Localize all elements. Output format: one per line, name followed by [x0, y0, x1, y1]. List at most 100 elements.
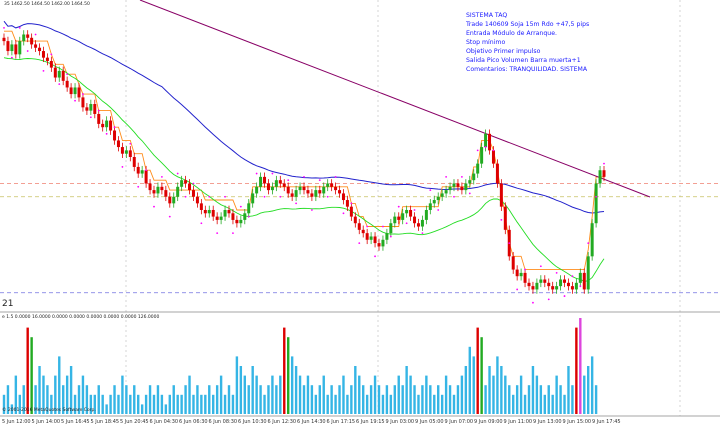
candle: [278, 180, 282, 184]
volume-bar: [180, 394, 183, 414]
volume-bar: [377, 385, 381, 414]
candle: [113, 130, 117, 141]
psar-dot: [555, 271, 558, 274]
copyright: © 2001-2016 MetaQuotes Software Corp.: [2, 406, 96, 413]
volume-bar: [243, 375, 246, 414]
volume-bar: [34, 385, 37, 414]
volume-bar: [287, 337, 290, 414]
candle: [381, 239, 385, 247]
time-label: 5 Jun 20:45: [120, 419, 149, 425]
psar-dot: [342, 212, 345, 215]
candle: [219, 216, 223, 220]
psar-dot: [603, 162, 605, 165]
volume-bar: [184, 385, 187, 414]
candle: [227, 209, 231, 214]
psar-dot: [113, 126, 116, 129]
psar-dot: [287, 179, 290, 182]
volume-bar: [54, 375, 57, 414]
time-axis: 5 Jun 12:00 5 Jun 14:00 5 Jun 16:45 5 Jun 1…: [2, 419, 621, 425]
candle: [468, 180, 472, 184]
candle: [338, 190, 342, 194]
candle: [286, 186, 290, 194]
psar-dot: [121, 166, 124, 168]
psar-dot: [50, 53, 53, 56]
candle: [393, 216, 397, 224]
candle: [160, 186, 164, 191]
volume-bar: [10, 404, 14, 414]
candle: [172, 196, 176, 204]
candle: [152, 190, 156, 194]
psar-dot: [97, 109, 100, 112]
candle: [298, 186, 302, 191]
psar-dot: [34, 33, 37, 36]
candle: [128, 150, 132, 157]
candle: [590, 223, 594, 257]
volume-bar: [563, 394, 566, 414]
volume-bar: [484, 385, 487, 414]
volume-bar: [18, 394, 21, 414]
volume-bar: [2, 394, 6, 414]
volume-bar: [583, 375, 586, 414]
psar-dot: [366, 225, 369, 228]
candle: [274, 180, 278, 187]
candle: [586, 256, 590, 290]
psar-dot: [429, 189, 432, 192]
psar-dot: [571, 275, 574, 278]
psar-dot: [484, 146, 487, 148]
candle: [223, 209, 227, 217]
volume-bar: [350, 385, 353, 414]
psar-dot: [405, 222, 408, 225]
candle: [290, 193, 294, 197]
volume-bar: [58, 356, 61, 414]
candle: [49, 60, 53, 68]
candle: [266, 183, 270, 191]
psar-dot: [263, 195, 266, 198]
candle: [397, 216, 401, 220]
volume-bar: [93, 394, 96, 414]
candle: [57, 70, 61, 78]
time-label: 9 Jun 13:00: [533, 419, 562, 425]
candles[interactable]: [2, 30, 606, 294]
candle: [53, 67, 57, 78]
volume-bar: [188, 375, 191, 414]
psar-dot: [350, 202, 353, 205]
note-line: SISTEMA TAQ: [466, 12, 507, 19]
volume-bar: [417, 394, 420, 414]
psar-dot: [453, 195, 455, 198]
volume-bar: [97, 385, 100, 414]
candle: [499, 183, 503, 207]
note-line: Comentarios: TRANQUILIDAD. SISTEMA: [466, 66, 588, 73]
volume-bar: [204, 394, 207, 414]
time-label: 9 Jun 07:00: [445, 419, 474, 425]
psar-dot: [389, 235, 392, 238]
volume-bar: [160, 394, 164, 414]
volume-bar: [508, 385, 511, 414]
psar-dot: [318, 179, 321, 182]
volume-bar: [22, 385, 25, 414]
volume-bar: [30, 337, 33, 414]
indicator-label: 21: [2, 299, 13, 309]
candle: [14, 44, 18, 55]
candle: [61, 70, 65, 81]
candle: [89, 104, 93, 111]
volume-bar: [318, 385, 321, 414]
volume-bar: [358, 375, 361, 414]
time-label: 9 Jun 05:00: [415, 419, 444, 425]
volume-bar: [101, 394, 104, 414]
volume-bar: [137, 394, 140, 414]
psar-dot: [445, 175, 448, 178]
candle: [345, 200, 349, 207]
candle: [41, 51, 45, 58]
candle: [476, 163, 480, 174]
volume-bar: [587, 366, 590, 414]
time-label: 9 Jun 15:00: [563, 419, 592, 425]
time-label: 9 Jun 11:00: [504, 419, 533, 425]
volume-bar: [468, 346, 471, 414]
volume-bar: [152, 394, 156, 414]
candle: [365, 233, 369, 240]
psar-dot: [532, 301, 534, 304]
psar-dot: [524, 268, 526, 271]
volume-bar: [14, 375, 18, 414]
